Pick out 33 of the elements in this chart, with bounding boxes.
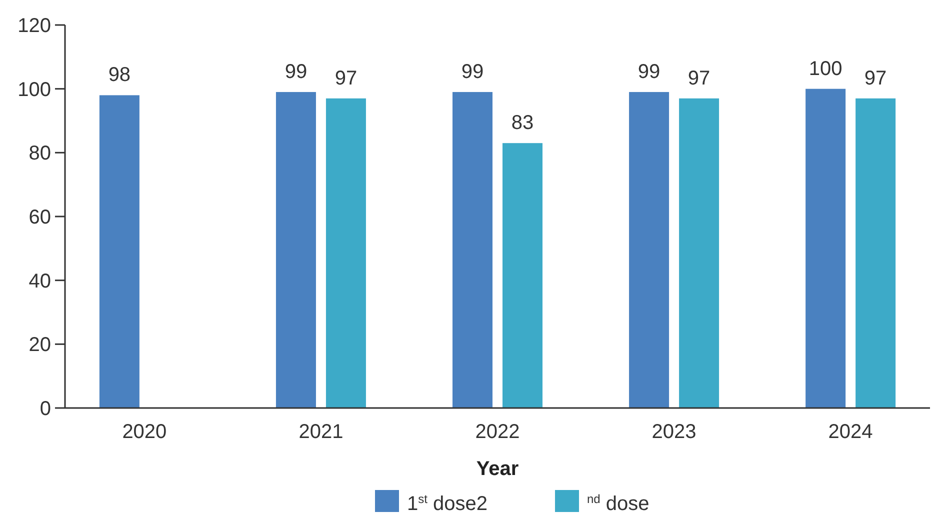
bar	[806, 88, 846, 408]
x-tick-label: 2024	[828, 421, 873, 443]
data-label: 97	[334, 67, 358, 90]
bar	[629, 92, 670, 408]
bar	[679, 98, 720, 408]
bar	[856, 98, 896, 408]
data-label: 83	[511, 112, 534, 134]
legend-label: 1$^{st}$ dose2	[407, 492, 488, 515]
bar	[502, 143, 542, 408]
bar	[452, 92, 492, 408]
data-label: 99	[284, 61, 308, 84]
x-tick-label: 2021	[298, 421, 344, 443]
y-tick-label: 120	[18, 15, 51, 37]
legend-label: $^{nd}$ dose	[587, 492, 650, 515]
bar	[99, 95, 140, 408]
x-axis-title: Year	[476, 458, 519, 480]
x-tick-label: 2023	[652, 421, 696, 443]
data-label: 99	[638, 61, 660, 84]
y-tick-label: 80	[28, 142, 51, 165]
data-label: 97	[864, 67, 887, 90]
y-tick-label: 20	[28, 334, 51, 356]
bar	[276, 92, 316, 408]
x-tick-label: 2022	[475, 421, 520, 443]
y-tick-label: 60	[28, 206, 51, 228]
data-label: 100	[808, 58, 842, 80]
data-label: 99	[461, 61, 484, 84]
y-tick-label: 40	[28, 270, 51, 292]
x-tick-label: 2020	[122, 421, 167, 443]
y-tick-label: 0	[40, 398, 51, 420]
data-label: 97	[688, 67, 710, 90]
bar	[326, 98, 366, 408]
data-label: 98	[108, 64, 131, 86]
y-tick-label: 100	[18, 78, 51, 101]
